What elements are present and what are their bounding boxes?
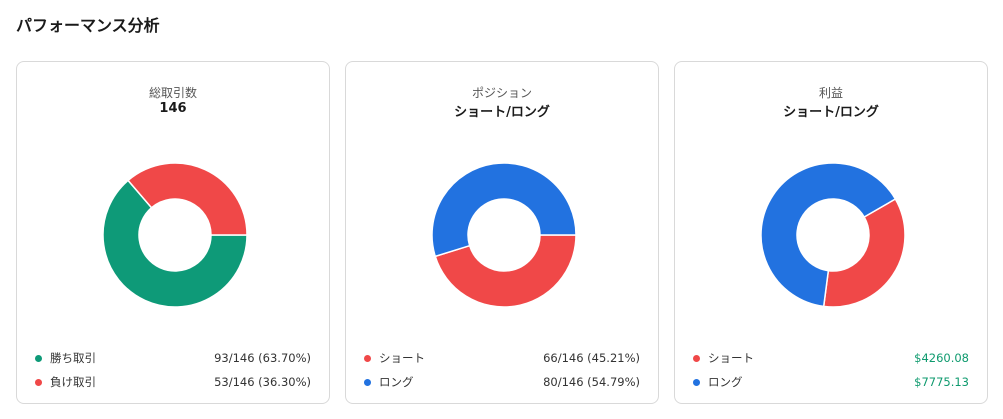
donut-slice[interactable] [431, 162, 577, 258]
card-subtitle: ポジション [471, 86, 532, 100]
card-subtitle: 総取引数 [148, 86, 197, 100]
legend-value: $4260.08 [914, 351, 969, 365]
page-title: パフォーマンス分析 [16, 16, 160, 35]
legend-item: 負け取引 53/146 (36.30%) [35, 370, 311, 394]
legend-label: ロング [708, 375, 743, 389]
donut-chart [760, 162, 906, 308]
legend-dot [35, 354, 42, 362]
legend-dot [693, 354, 700, 362]
donut-chart [431, 162, 577, 308]
legend-label: 勝ち取引 [50, 351, 96, 365]
legend-value: 53/146 (36.30%) [214, 375, 311, 389]
legend: ショート 66/146 (45.21%) ロング 80/146 (54.79%) [364, 346, 640, 394]
legend-item: ショート 66/146 (45.21%) [364, 346, 640, 370]
legend-item: ロング $7775.13 [693, 370, 969, 394]
donut-chart [102, 162, 248, 308]
legend: 勝ち取引 93/146 (63.70%) 負け取引 53/146 (36.30%… [35, 346, 311, 394]
donut-slice[interactable] [434, 234, 577, 308]
legend-value: 93/146 (63.70%) [214, 351, 311, 365]
legend: ショート $4260.08 ロング $7775.13 [693, 346, 969, 394]
card-title: ショート/ロング [454, 105, 550, 120]
donut-slice[interactable] [102, 179, 248, 308]
legend-item: 勝ち取引 93/146 (63.70%) [35, 346, 311, 370]
legend-dot [364, 354, 371, 362]
card-title: ショート/ロング [783, 105, 879, 120]
legend-dot [364, 378, 371, 386]
donut-slice[interactable] [760, 162, 897, 308]
legend-value: $7775.13 [914, 375, 969, 389]
total-trades-card: 総取引数 146 勝ち取引 93/146 (63.70%) 負け取引 53/14… [16, 61, 330, 404]
donut-slice[interactable] [822, 197, 906, 308]
legend-item: ショート $4260.08 [693, 346, 969, 370]
legend-dot [35, 378, 42, 386]
position-card: ポジション ショート/ロング ショート 66/146 (45.21%) ロング … [345, 61, 659, 404]
legend-dot [693, 378, 700, 386]
card-title: 146 [159, 101, 187, 116]
legend-item: ロング 80/146 (54.79%) [364, 370, 640, 394]
profit-card: 利益 ショート/ロング ショート $4260.08 ロング $7775.13 [674, 61, 988, 404]
legend-value: 66/146 (45.21%) [543, 351, 640, 365]
legend-label: ロング [379, 375, 414, 389]
card-subtitle: 利益 [818, 86, 843, 100]
legend-label: 負け取引 [50, 375, 96, 389]
legend-value: 80/146 (54.79%) [543, 375, 640, 389]
legend-label: ショート [708, 351, 754, 365]
donut-slice[interactable] [127, 162, 248, 236]
legend-label: ショート [379, 351, 425, 365]
